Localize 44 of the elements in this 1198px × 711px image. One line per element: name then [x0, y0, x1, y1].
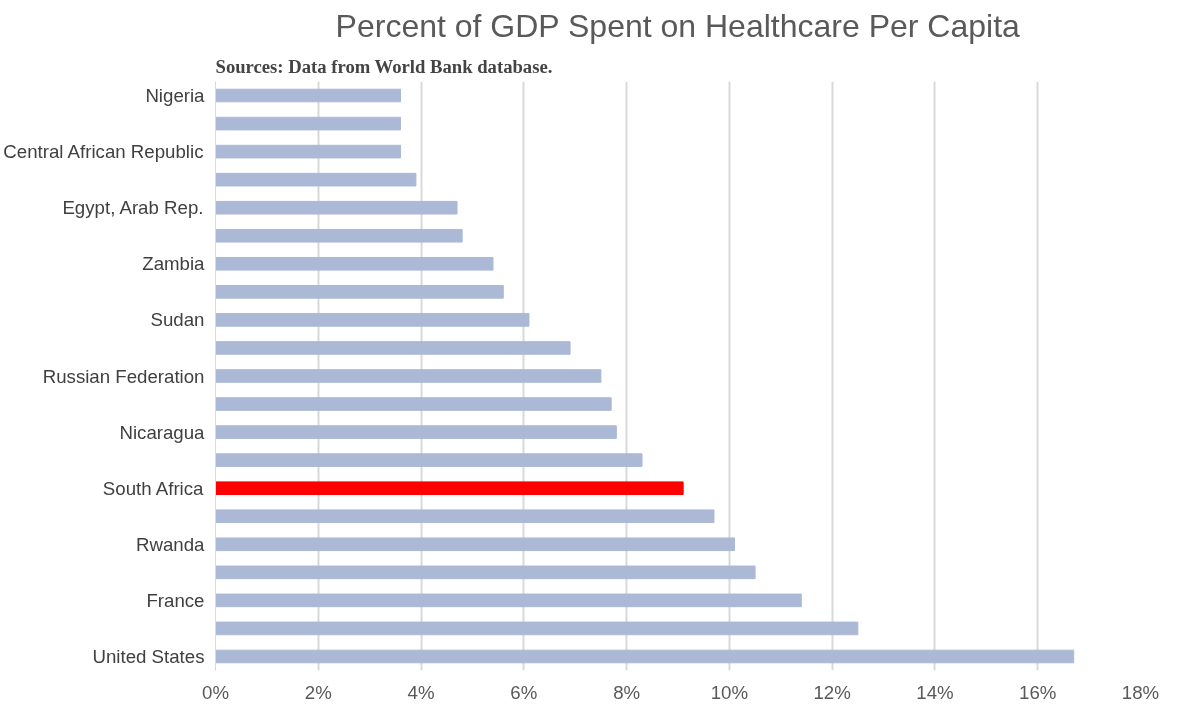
y-tick-label: France: [146, 589, 205, 611]
x-tick-label: 8%: [613, 681, 641, 703]
source-note: Sources: Data from World Bank database.: [215, 55, 553, 77]
bar: [215, 453, 643, 467]
bar: [215, 369, 602, 383]
bar: [215, 537, 736, 552]
bar: [215, 565, 756, 580]
x-tick-label: 14%: [916, 681, 954, 703]
x-tick-label: 16%: [1019, 681, 1057, 703]
bar: [215, 116, 401, 131]
x-tick-label: 12%: [813, 681, 851, 703]
x-tick-label: 4%: [407, 681, 435, 703]
bar: [215, 509, 715, 524]
x-tick-label: 6%: [510, 681, 538, 703]
x-tick-label: 0%: [202, 681, 229, 703]
bar: [215, 172, 417, 187]
y-tick-label: Egypt, Arab Rep.: [62, 197, 204, 219]
bar: [215, 397, 612, 411]
y-tick-label: Nicaragua: [119, 421, 206, 443]
bar: [215, 285, 504, 299]
bar: [215, 257, 494, 271]
y-tick-label: Nigeria: [145, 85, 206, 107]
bar: [215, 88, 401, 103]
x-tick-label: 10%: [710, 681, 749, 703]
bar: [215, 481, 684, 495]
y-tick-label: United States: [92, 645, 205, 667]
y-tick-label: Rwanda: [136, 533, 206, 555]
y-tick-label: Russian Federation: [42, 365, 205, 387]
bar: [215, 228, 463, 243]
bar: [215, 200, 458, 215]
y-tick-label: Sudan: [150, 309, 205, 331]
bar: [215, 144, 401, 159]
y-tick-label: Central African Republic: [3, 141, 204, 163]
x-tick-label: 2%: [304, 681, 332, 703]
x-tick-label: 18%: [1121, 681, 1160, 703]
bar: [215, 621, 859, 636]
bar: [215, 313, 530, 327]
chart-title: Percent of GDP Spent on Healthcare Per Capita: [335, 7, 1021, 44]
y-tick-label: South Africa: [102, 477, 205, 499]
bar: [215, 649, 1075, 664]
y-tick-label: Zambia: [142, 253, 206, 275]
bar: [215, 341, 571, 355]
bar: [215, 593, 802, 608]
bar: [215, 425, 617, 439]
